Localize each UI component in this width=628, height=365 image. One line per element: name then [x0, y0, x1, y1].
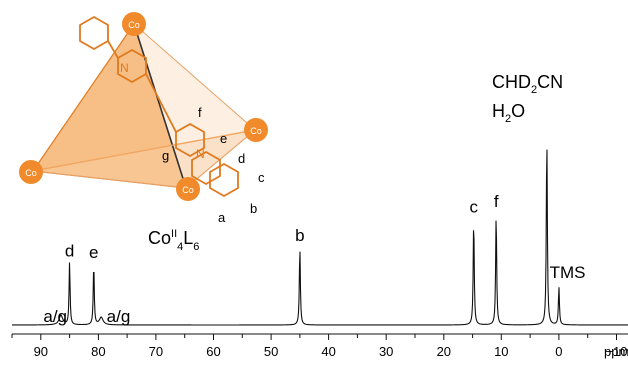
ring-nitrogen-label: N — [120, 61, 129, 75]
pyridine-ring-mid — [175, 122, 205, 158]
peak-label: f — [494, 192, 499, 211]
cobalt-vertex-left: Co — [19, 160, 43, 184]
cage-edge-back — [32, 129, 256, 172]
x-tick-label: 10 — [494, 344, 508, 359]
x-tick-label: 50 — [264, 344, 278, 359]
pyridine-ring-top-left — [79, 15, 109, 51]
x-tick-label: 40 — [321, 344, 335, 359]
x-tick-label: 60 — [206, 344, 220, 359]
cobalt-vertex-top: Co — [122, 12, 146, 36]
x-tick-label: 20 — [437, 344, 451, 359]
tetrahedral-cage-illustration: N N N f e g d c b a Co Co Co Co — [19, 12, 268, 225]
ligand-linker — [145, 73, 177, 133]
x-tick-label: 80 — [91, 344, 105, 359]
svg-text:Co: Co — [182, 185, 194, 195]
ligand-label-g: g — [162, 148, 169, 163]
ligand-label-c: c — [258, 170, 265, 185]
pyridine-ring-bottom — [209, 162, 239, 198]
spectrum-trace — [11, 149, 628, 326]
peak-label: d — [65, 241, 74, 260]
cobalt-vertex-bottom: Co — [176, 177, 200, 201]
ring-nitrogen-label: N — [196, 147, 205, 161]
cobalt-vertex-right: Co — [244, 118, 268, 142]
peak-label: e — [89, 243, 98, 262]
peak-label: a/g — [43, 307, 67, 326]
svg-text:Co: Co — [25, 168, 37, 178]
x-tick-label: 70 — [149, 344, 163, 359]
peak-label: TMS — [550, 263, 586, 282]
peak-label: c — [469, 198, 478, 217]
ligand-linker-2 — [107, 40, 119, 59]
svg-text:Co: Co — [250, 126, 262, 136]
ligand-label-a: a — [218, 210, 226, 225]
ligand-label-d: d — [238, 151, 245, 166]
solvent-label-line1: CHD2CN — [492, 72, 563, 96]
x-tick-label: 30 — [379, 344, 393, 359]
ligand-rings — [79, 15, 239, 198]
x-axis-unit-label: ppm — [604, 344, 628, 359]
x-axis-ticks: 90 80 70 60 50 40 30 20 10 0 −10 — [11, 334, 628, 359]
x-tick-label: −10 — [605, 344, 627, 359]
x-tick-label: 90 — [34, 344, 48, 359]
ligand-label-e: e — [220, 131, 227, 146]
x-tick-label: 0 — [555, 344, 562, 359]
compound-label: CoII4L6 — [148, 228, 199, 253]
ligand-label-b: b — [250, 201, 257, 216]
svg-text:Co: Co — [128, 20, 140, 30]
cage-edge-front — [133, 23, 187, 189]
peak-label: a/g — [107, 307, 131, 326]
peak-labels: a/g d e a/g b c f TMS — [43, 192, 585, 326]
ligand-label-f: f — [198, 105, 202, 120]
pyridine-ring-low — [191, 150, 221, 186]
peak-label: b — [295, 226, 304, 245]
solvent-label-line2: H2O — [492, 101, 525, 125]
